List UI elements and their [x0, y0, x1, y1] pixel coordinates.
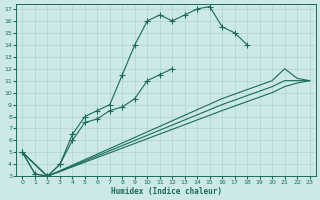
X-axis label: Humidex (Indice chaleur): Humidex (Indice chaleur) — [110, 187, 221, 196]
